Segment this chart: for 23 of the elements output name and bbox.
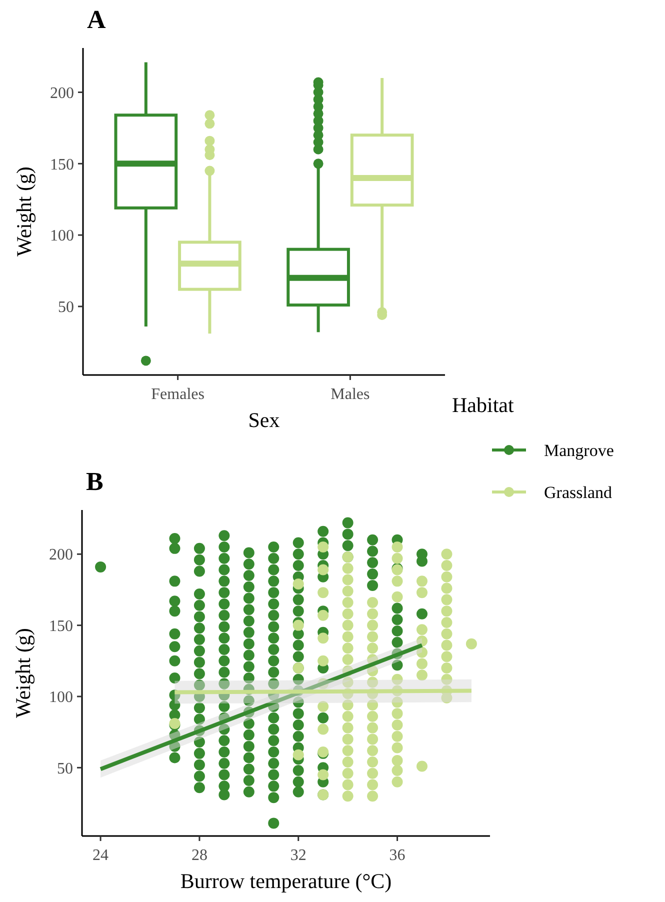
chart-title: B	[86, 467, 104, 496]
legend-label: Grassland	[544, 482, 612, 502]
y-axis-title: Weight (g)	[11, 628, 35, 718]
x-tick-label: 24	[92, 847, 109, 864]
y-tick-label: 200	[49, 546, 73, 564]
x-tick-label: Males	[330, 386, 370, 403]
x-axis-title: Sex	[248, 408, 280, 432]
y-tick-label: 150	[49, 618, 73, 635]
y-tick-label: 50	[58, 299, 74, 316]
chart-title: A	[87, 5, 106, 34]
legend-title: Habitat	[452, 393, 514, 417]
y-tick-label: 150	[50, 156, 74, 174]
x-tick-label: 32	[290, 847, 306, 864]
y-tick-label: 50	[57, 760, 73, 778]
y-tick-label: 100	[50, 228, 74, 245]
x-tick-label: 28	[191, 847, 208, 864]
x-axis-title: Burrow temperature (°C)	[180, 869, 392, 893]
x-tick-label: 36	[389, 847, 406, 864]
legend-label: Mangrove	[544, 440, 614, 460]
y-tick-label: 200	[50, 84, 74, 102]
x-tick-label: Females	[151, 386, 204, 403]
y-axis-title: Weight (g)	[12, 166, 36, 256]
y-tick-label: 100	[49, 689, 73, 706]
